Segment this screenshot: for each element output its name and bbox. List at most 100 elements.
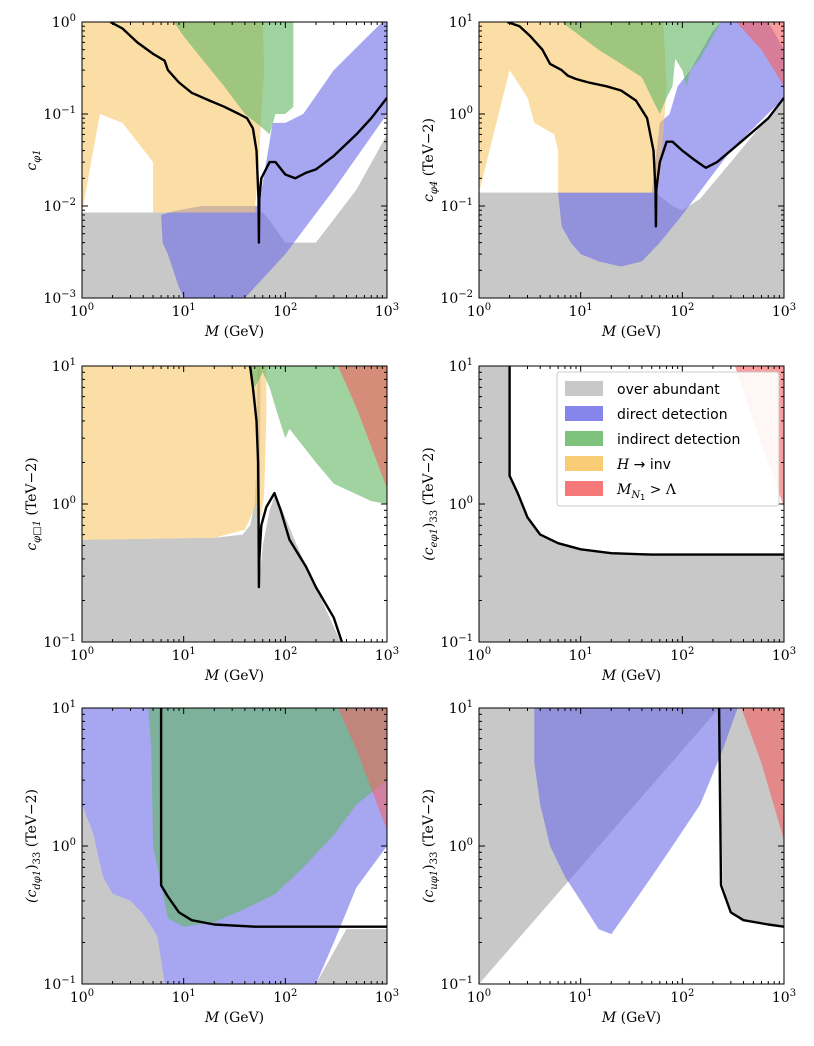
plot-area: [82, 708, 387, 984]
legend-box: [556, 371, 780, 507]
x-tick-label: 101: [569, 646, 593, 664]
legend: over abundant direct detection indirect de…: [556, 371, 780, 507]
x-tick-label: 102: [273, 302, 297, 320]
plot-area: [82, 366, 387, 642]
x-tick-label: 102: [273, 988, 297, 1006]
y-tick-label: 10−2: [43, 197, 76, 215]
x-tick-label: 101: [172, 646, 196, 664]
region-h-to-inv: [82, 366, 267, 540]
legend-swatch: [565, 481, 603, 496]
region-indirect-detection: [148, 708, 387, 927]
legend-label: MN1 > Λ: [616, 482, 677, 502]
legend-label: over abundant: [617, 382, 720, 398]
legend-swatch: [565, 431, 603, 446]
x-tick-label: 100: [467, 646, 491, 664]
x-tick-label: 101: [172, 302, 196, 320]
x-tick-label: 103: [375, 988, 399, 1006]
y-axis-label: cφ□1 (TeV−2): [24, 457, 43, 550]
y-tick-label: 10−3: [43, 289, 76, 307]
plot-area: [479, 708, 784, 984]
x-tick-label: 102: [670, 302, 694, 320]
region-direct-detection: [161, 22, 387, 298]
y-tick-label: 101: [52, 357, 76, 375]
x-tick-label: 100: [70, 646, 94, 664]
x-axis-label: M (GeV): [204, 1010, 264, 1026]
x-axis-label: M (GeV): [601, 668, 661, 684]
ticks: [81, 21, 388, 299]
x-tick-label: 102: [670, 646, 694, 664]
y-tick-label: 101: [449, 13, 473, 31]
y-tick-label: 10−1: [43, 633, 76, 651]
region-h-to-inv: [479, 22, 667, 193]
y-axis-label: cφ4 (TeV−2): [421, 118, 440, 202]
x-tick-label: 103: [375, 302, 399, 320]
region-m-n1->-lambda: [736, 22, 784, 87]
region-over-abundant-right: [315, 929, 387, 984]
region-over-abundant: [82, 804, 165, 984]
legend-label: direct detection: [617, 407, 728, 423]
axes-frame: [81, 21, 388, 299]
y-tick-label: 101: [52, 699, 76, 717]
legend-swatch: [565, 456, 603, 471]
x-tick-label: 103: [375, 646, 399, 664]
y-tick-label: 100: [52, 495, 76, 513]
plot-area: [479, 22, 784, 298]
ticks: [81, 365, 388, 643]
region-over-abundant: [82, 366, 341, 642]
region-indirect-detection: [173, 22, 294, 135]
y-tick-label: 10−2: [440, 289, 473, 307]
x-axis-label: M (GeV): [204, 324, 264, 340]
region-m-n1->-lambda: [338, 708, 387, 831]
plot-area: [82, 22, 387, 298]
relic-density-curve: [508, 366, 784, 556]
x-tick-label: 103: [772, 302, 796, 320]
y-tick-label: 100: [52, 13, 76, 31]
x-tick-label: 102: [273, 646, 297, 664]
region-direct-detection: [558, 22, 784, 267]
y-tick-label: 10−1: [440, 975, 473, 993]
y-axis-label: cφ1: [24, 149, 43, 170]
x-tick-label: 100: [70, 988, 94, 1006]
region-indirect-detection: [248, 366, 387, 504]
y-tick-label: 10−1: [43, 975, 76, 993]
relic-density-curve: [159, 708, 387, 928]
y-tick-label: 101: [449, 357, 473, 375]
y-tick-label: 100: [449, 495, 473, 513]
region-over-abundant: [479, 366, 784, 642]
ticks: [478, 365, 785, 643]
x-tick-label: 103: [772, 988, 796, 1006]
x-tick-label: 101: [569, 988, 593, 1006]
ticks: [478, 707, 785, 985]
x-axis-label: M (GeV): [204, 668, 264, 684]
y-tick-label: 100: [52, 837, 76, 855]
ticks: [81, 707, 388, 985]
y-axis-label: (ceφ1)33 (TeV−2): [421, 447, 440, 560]
relic-density-curve: [248, 366, 344, 642]
y-axis-label: (cdφ1)33 (TeV−2): [24, 789, 43, 903]
y-tick-label: 10−1: [440, 633, 473, 651]
relic-density-curve: [717, 708, 784, 928]
y-tick-label: 10−1: [440, 197, 473, 215]
x-tick-label: 100: [467, 302, 491, 320]
legend-swatch: [565, 381, 603, 396]
relic-density-curve: [109, 22, 387, 244]
x-tick-label: 100: [467, 988, 491, 1006]
legend-swatch: [565, 406, 603, 421]
relic-density-curve: [506, 22, 784, 228]
x-tick-label: 102: [670, 988, 694, 1006]
legend-label: H → inv: [616, 457, 671, 473]
panel-top-left: 100 101 102 103 10−3 10−2 10−1 100 M (GeV) cφ1: [24, 13, 399, 340]
region-direct-detection: [534, 708, 738, 935]
legend-label: indirect detection: [617, 432, 740, 448]
x-tick-label: 101: [172, 988, 196, 1006]
x-tick-label: 101: [569, 302, 593, 320]
panel-top-right: 100 101 102 103 10−2 10−1 100 101 M (GeV) cφ4 (Te…: [421, 13, 796, 340]
region-m-n1->-lambda: [741, 708, 784, 841]
y-tick-label: 10−1: [43, 105, 76, 123]
region-indirect-detection: [561, 22, 721, 114]
